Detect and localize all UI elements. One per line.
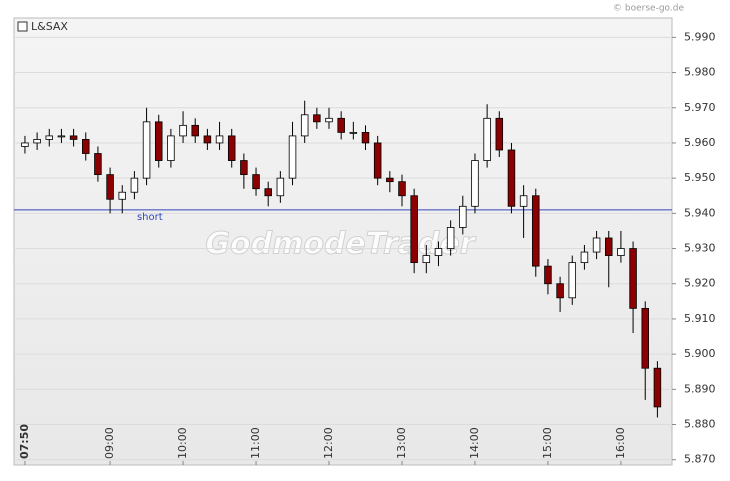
candle-body bbox=[240, 160, 248, 176]
candle-body bbox=[106, 174, 114, 200]
candle-body bbox=[276, 177, 285, 197]
y-tick-label: 5.870 bbox=[684, 453, 716, 466]
candle-body bbox=[21, 142, 29, 147]
x-tick-label: 07:50 bbox=[18, 424, 31, 459]
y-tick-label: 5.950 bbox=[684, 171, 716, 184]
x-tick-label: 14:00 bbox=[468, 427, 481, 459]
candle-body bbox=[361, 131, 370, 144]
candle-body bbox=[446, 227, 455, 249]
y-tick-label: 5.880 bbox=[684, 418, 716, 431]
y-tick-label: 5.990 bbox=[684, 30, 716, 43]
candle-body bbox=[373, 142, 382, 179]
candle-body bbox=[568, 262, 577, 299]
plot-area bbox=[13, 17, 673, 466]
short-label: short bbox=[137, 212, 163, 223]
candle-body bbox=[410, 195, 418, 264]
y-tick-label: 5.920 bbox=[684, 277, 716, 290]
legend-swatch bbox=[17, 21, 28, 32]
x-tick-label: 16:00 bbox=[614, 427, 627, 459]
candle-body bbox=[142, 121, 151, 179]
candle-body bbox=[264, 188, 272, 197]
candle-body bbox=[532, 195, 540, 267]
y-tick-label: 5.910 bbox=[684, 312, 716, 325]
candle-body bbox=[130, 177, 139, 193]
candle-body bbox=[459, 205, 467, 228]
y-tick-label: 5.970 bbox=[684, 101, 716, 114]
x-tick-label: 11:00 bbox=[249, 427, 262, 459]
candle-body bbox=[653, 367, 662, 408]
candle-body bbox=[556, 283, 564, 299]
candle-body bbox=[398, 181, 406, 197]
candle-body bbox=[288, 135, 297, 179]
candle-body bbox=[82, 139, 90, 154]
candle-body bbox=[471, 160, 479, 207]
candle-body bbox=[57, 135, 66, 138]
y-tick-label: 5.890 bbox=[684, 382, 716, 395]
candle-body bbox=[191, 124, 199, 137]
y-tick-label: 5.980 bbox=[684, 66, 716, 79]
candle-body bbox=[118, 191, 126, 200]
candle-body bbox=[641, 307, 649, 369]
candle-body bbox=[495, 117, 504, 151]
candle-body bbox=[45, 135, 54, 140]
y-tick-label: 5.930 bbox=[684, 242, 716, 255]
candle-body bbox=[519, 195, 528, 207]
candle-body bbox=[605, 237, 613, 256]
candle-body bbox=[386, 177, 394, 183]
candle-body bbox=[507, 149, 516, 207]
candle-body bbox=[227, 135, 236, 161]
candle-body bbox=[592, 237, 601, 253]
candle-body bbox=[349, 131, 358, 134]
candle-body bbox=[33, 139, 41, 144]
candle-body bbox=[313, 114, 321, 123]
candle-body bbox=[154, 121, 163, 161]
candle-body bbox=[544, 265, 552, 285]
watermark: GodmodeTrader bbox=[205, 227, 476, 262]
candle-body bbox=[94, 153, 102, 176]
candle-body bbox=[434, 248, 443, 256]
candle-body bbox=[179, 124, 187, 137]
y-tick-label: 5.960 bbox=[684, 136, 716, 149]
candle-body bbox=[580, 251, 589, 264]
candle-body bbox=[325, 117, 333, 123]
candle-body bbox=[483, 117, 491, 161]
x-tick-label: 12:00 bbox=[322, 427, 335, 459]
candle-body bbox=[337, 117, 345, 133]
candle-body bbox=[252, 174, 260, 190]
x-tick-label: 13:00 bbox=[395, 427, 408, 459]
candle-body bbox=[422, 255, 431, 264]
candle-body bbox=[617, 248, 625, 256]
candle-body bbox=[167, 135, 175, 161]
candle-body bbox=[300, 114, 309, 137]
candle-body bbox=[629, 248, 637, 309]
candle-body bbox=[203, 135, 212, 144]
x-tick-label: 10:00 bbox=[176, 427, 189, 459]
legend-label: L&SAX bbox=[31, 20, 68, 33]
candle-body bbox=[69, 135, 78, 140]
x-tick-label: 09:00 bbox=[103, 427, 116, 459]
y-tick-label: 5.900 bbox=[684, 347, 716, 360]
candle-body bbox=[215, 135, 224, 144]
y-tick-label: 5.940 bbox=[684, 206, 716, 219]
copyright: © boerse-go.de bbox=[613, 4, 684, 14]
x-tick-label: 15:00 bbox=[541, 427, 554, 459]
